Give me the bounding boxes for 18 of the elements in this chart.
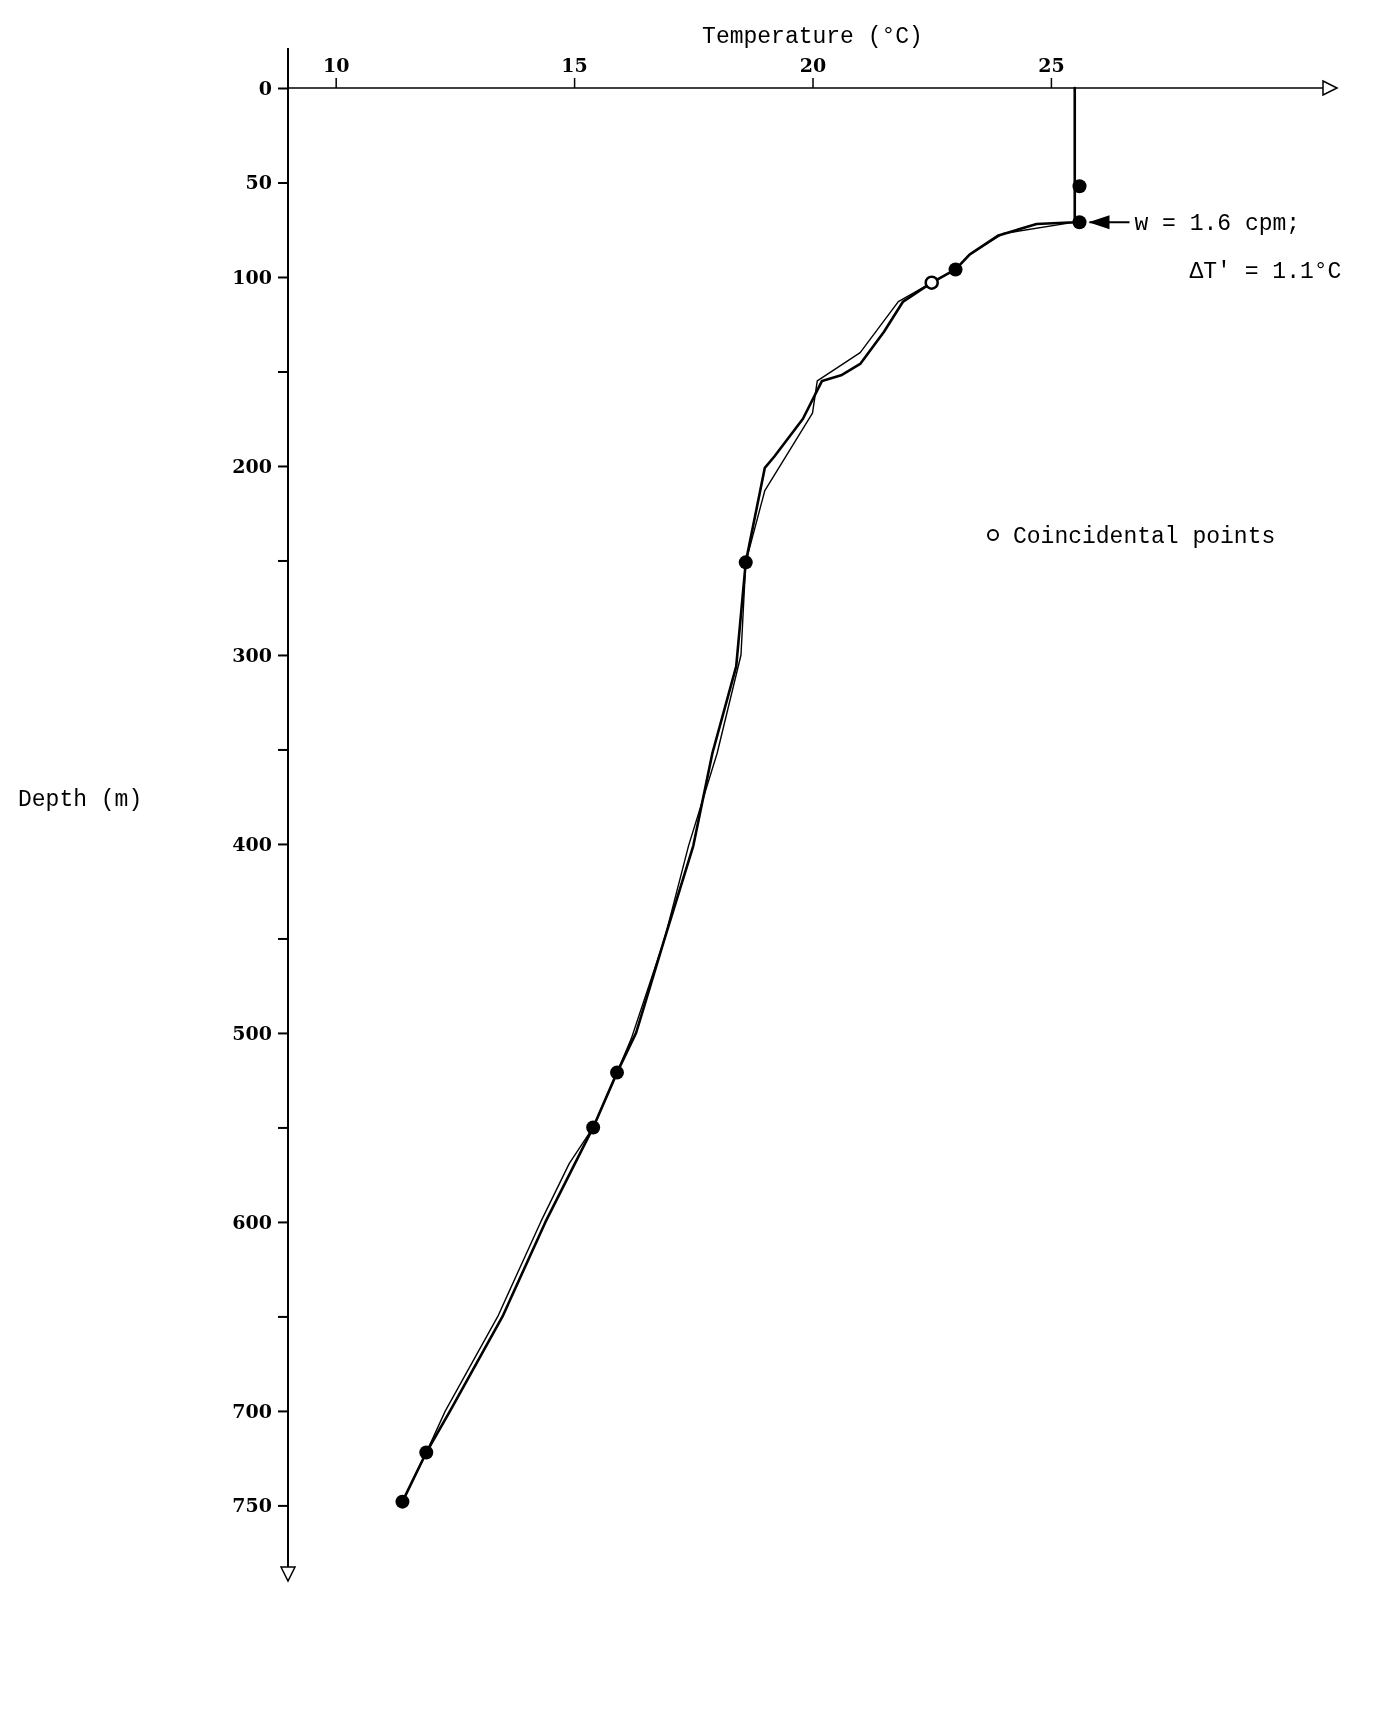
y-tick-label: 0 (258, 76, 272, 99)
legend-label: Coincidental points (1013, 524, 1276, 550)
annotation: w = 1.6 cpm; ΔT' = 1.1°C (1134, 211, 1342, 286)
x-tick-label: 15 (561, 54, 588, 76)
x-tick-label: 20 (799, 54, 827, 76)
y-tick-label: 500 (232, 1021, 272, 1044)
y-tick-label: 600 (232, 1210, 272, 1233)
x-axis-title: Temperature (°C) (702, 24, 923, 50)
y-tick-label: 50 (245, 171, 272, 194)
y-tick-label: 200 (232, 454, 272, 477)
x-tick-label: 10 (322, 54, 350, 76)
y-tick-label: 700 (232, 1399, 272, 1422)
y-tick-label: 750 (232, 1493, 272, 1516)
x-tick-label: 25 (1038, 54, 1065, 76)
y-tick-label: 400 (232, 832, 272, 855)
y-tick-label: 100 (232, 265, 272, 288)
y-axis-title: Depth (m) (18, 787, 143, 814)
y-tick-label: 300 (232, 643, 272, 666)
